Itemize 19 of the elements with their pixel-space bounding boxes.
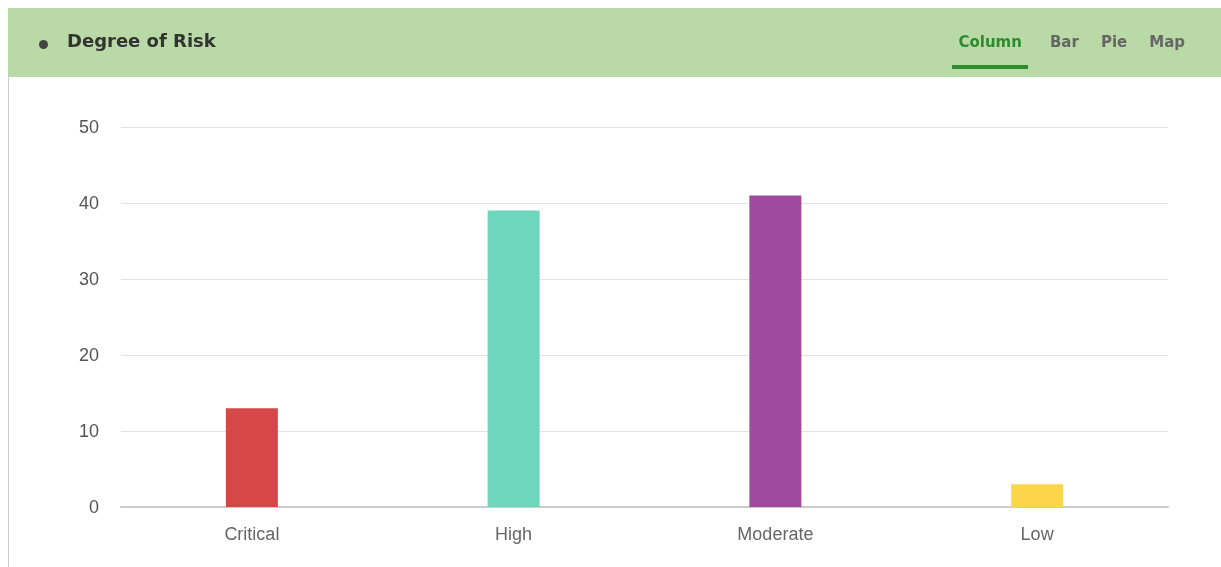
y-tick-label: 20 <box>78 345 99 365</box>
y-tick-label: 0 <box>88 497 99 517</box>
bar <box>225 408 278 507</box>
y-tick-label: 30 <box>78 269 99 289</box>
x-tick-label: Moderate <box>737 524 814 544</box>
text: Pie <box>1100 33 1128 53</box>
y-tick-label: 50 <box>78 117 99 137</box>
bar <box>1011 484 1064 507</box>
x-tick-label: Critical <box>224 524 280 544</box>
x-tick-label: Low <box>1020 524 1055 544</box>
chart-title: Degree of Risk <box>67 30 216 51</box>
x-tick-label: High <box>495 524 533 544</box>
y-tick-label: 40 <box>78 193 99 213</box>
y-tick-label: 10 <box>78 421 99 441</box>
bar <box>749 195 802 507</box>
text: Map <box>1149 33 1185 53</box>
text: Column <box>952 33 1028 69</box>
bar <box>487 210 540 507</box>
text: Bar <box>1049 33 1079 53</box>
